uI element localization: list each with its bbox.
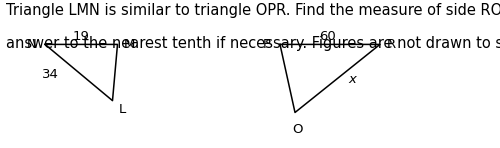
Text: O: O [292, 123, 303, 136]
Text: 60: 60 [319, 30, 336, 43]
Text: 34: 34 [42, 67, 58, 81]
Text: N: N [26, 38, 36, 51]
Text: 19: 19 [73, 30, 90, 43]
Text: Triangle LMN is similar to triangle OPR. Find the measure of side RO. Round your: Triangle LMN is similar to triangle OPR.… [6, 3, 500, 18]
Text: M: M [124, 38, 136, 51]
Text: x: x [348, 73, 356, 86]
Text: P: P [263, 38, 271, 51]
Text: L: L [118, 103, 126, 116]
Text: answer to the nearest tenth if necessary. Figures are not drawn to scale.: answer to the nearest tenth if necessary… [6, 36, 500, 50]
Text: R: R [386, 38, 396, 51]
